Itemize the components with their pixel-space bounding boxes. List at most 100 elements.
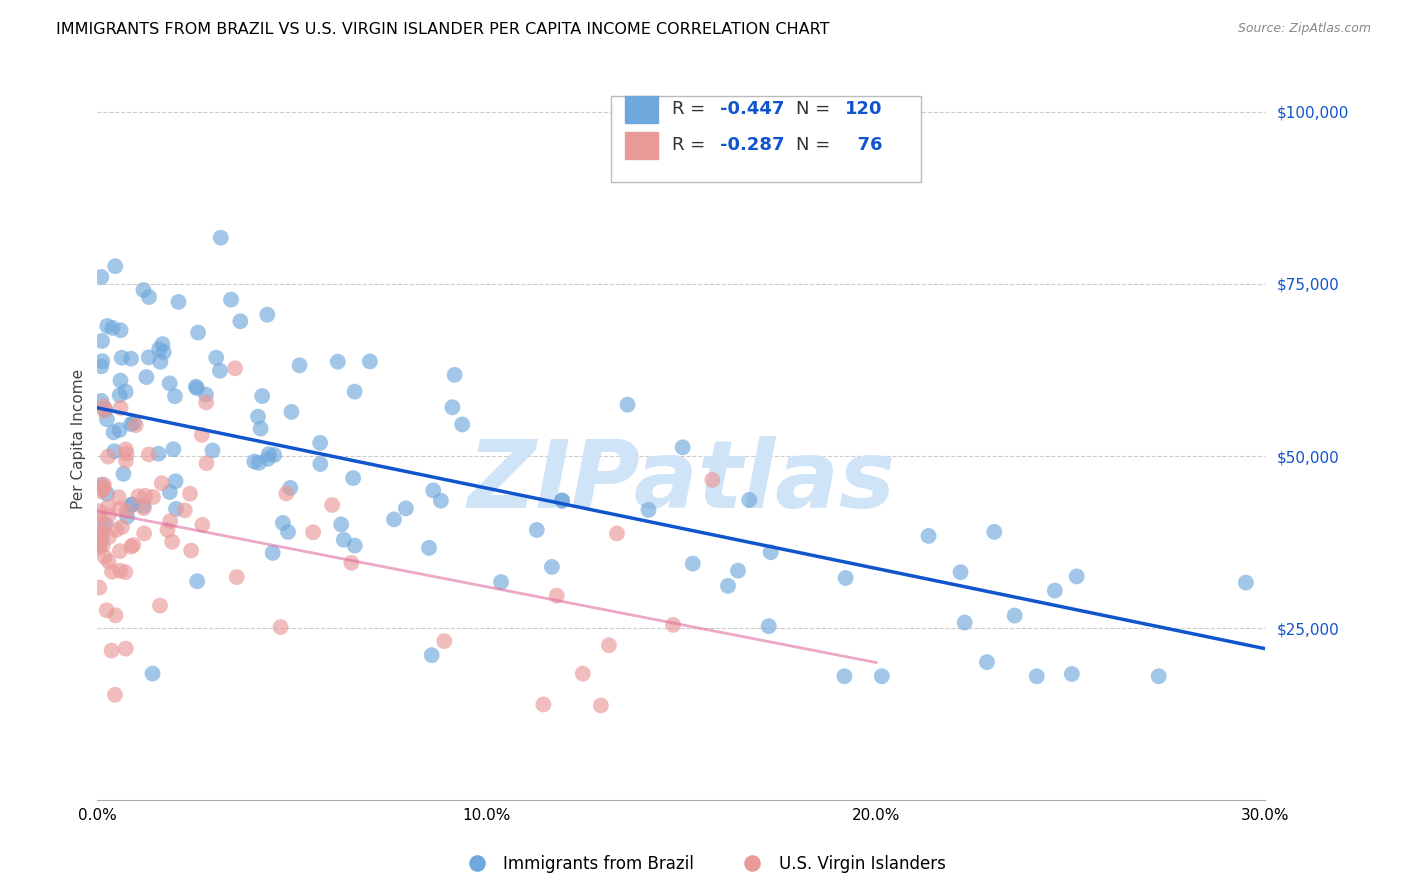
Text: Source: ZipAtlas.com: Source: ZipAtlas.com [1237,22,1371,36]
Point [91,517,114,532]
Point [330,517,353,532]
Point [187,326,209,340]
Point [121,498,143,512]
Point [420,648,443,662]
Text: 120: 120 [845,100,883,119]
Point [1234,575,1257,590]
Point [208,364,231,378]
Point [115,504,138,518]
Point [100,643,122,657]
Point [112,467,135,481]
Point [278,481,301,495]
Point [96,487,118,501]
Point [209,230,232,244]
Point [96,318,118,333]
Point [97,500,120,514]
Y-axis label: Per Capita Income: Per Capita Income [72,368,86,508]
Point [433,634,456,648]
Point [142,490,165,504]
Point [953,615,976,630]
Point [91,483,114,497]
Point [91,525,114,540]
Point [359,354,381,368]
Point [114,384,136,399]
Point [120,351,142,366]
Point [122,538,145,552]
Point [194,387,217,401]
Point [949,566,972,580]
Point [270,620,292,634]
Point [224,361,246,376]
Point [120,417,142,431]
Point [834,669,856,683]
Point [1004,608,1026,623]
Point [90,478,112,492]
Point [148,342,170,356]
Text: R =: R = [672,100,711,119]
Point [132,283,155,297]
Point [101,321,124,335]
Point [162,442,184,457]
Point [89,541,111,555]
Point [110,401,132,415]
Point [257,451,280,466]
Point [173,503,195,517]
Point [343,539,366,553]
Point [93,400,115,414]
Point [115,453,138,467]
Point [138,447,160,461]
Point [1147,669,1170,683]
Point [138,351,160,365]
Point [917,529,939,543]
Point [90,359,112,374]
Point [167,294,190,309]
Point [870,669,893,683]
Point [115,509,138,524]
Point [96,412,118,426]
Point [180,543,202,558]
Point [246,409,269,424]
Point [418,541,440,555]
Point [96,603,118,617]
Point [541,560,564,574]
Point [89,581,111,595]
Point [104,688,127,702]
Point [616,398,638,412]
Point [343,384,366,399]
Point [105,523,128,537]
Point [682,557,704,571]
Point [546,589,568,603]
Point [526,523,548,537]
Point [93,477,115,491]
Point [249,422,271,436]
Point [184,380,207,394]
Point [262,546,284,560]
Point [90,393,112,408]
Point [451,417,474,432]
Point [589,698,612,713]
Point [110,323,132,337]
Point [110,374,132,388]
Point [422,483,444,498]
Point [309,436,332,450]
Text: -0.447: -0.447 [720,100,785,119]
Point [114,565,136,579]
Point [250,389,273,403]
Point [89,504,111,518]
Point [186,574,208,589]
Point [280,405,302,419]
Point [430,493,453,508]
Point [90,532,112,546]
Point [114,442,136,457]
Point [738,492,761,507]
Point [247,456,270,470]
Point [186,381,208,395]
Point [606,526,628,541]
Point [159,485,181,500]
Point [110,564,132,578]
Point [115,447,138,461]
Point [717,579,740,593]
Point [111,520,134,534]
Point [125,418,148,433]
Point [195,456,218,470]
